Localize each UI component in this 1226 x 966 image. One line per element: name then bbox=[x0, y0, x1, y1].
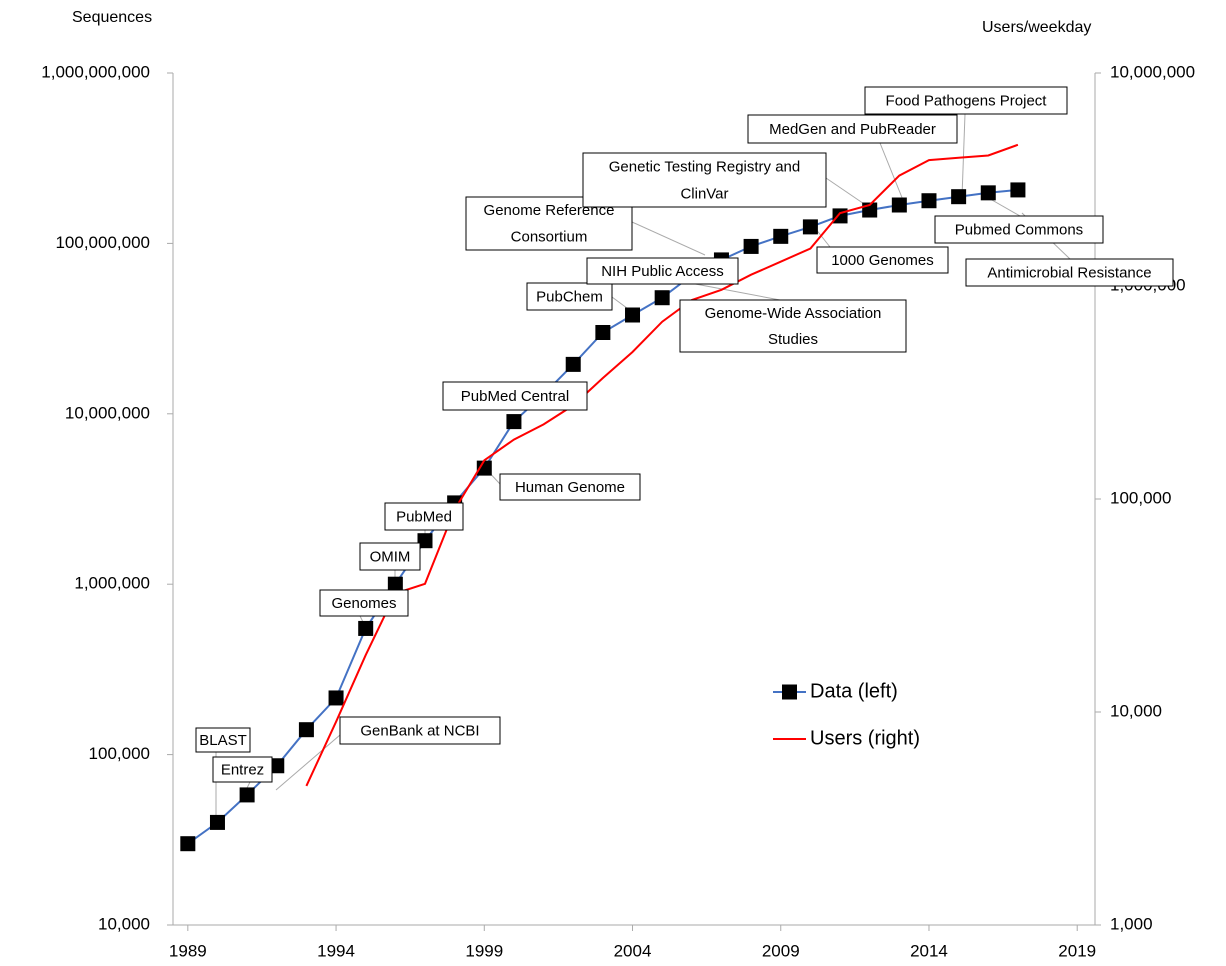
y-tick-label: 10,000,000 bbox=[65, 403, 150, 422]
annotation-box bbox=[319, 589, 409, 617]
annotation-text: Entrez bbox=[221, 761, 264, 778]
annotation-text: PubMed bbox=[396, 508, 452, 525]
annotation-leader bbox=[961, 113, 966, 198]
annotation-text: OMIM bbox=[370, 548, 411, 565]
y2-tick-label: 10,000 bbox=[1110, 701, 1162, 720]
data-marker bbox=[209, 814, 225, 830]
annotation-box bbox=[679, 299, 907, 353]
annotation-text: Consortium bbox=[511, 229, 588, 246]
annotation-box bbox=[195, 727, 251, 753]
data-marker bbox=[773, 228, 789, 244]
y-tick-label: 1,000,000,000 bbox=[41, 62, 150, 81]
data-marker bbox=[921, 193, 937, 209]
data-marker bbox=[387, 576, 403, 592]
annotation-box bbox=[359, 542, 421, 571]
x-tick-label: 1989 bbox=[169, 941, 207, 960]
annotation-box bbox=[212, 756, 273, 783]
data-marker bbox=[298, 722, 314, 738]
annotation-box bbox=[816, 246, 949, 274]
data-marker bbox=[328, 690, 344, 706]
annotation-box bbox=[934, 215, 1104, 244]
x-tick-label: 2014 bbox=[910, 941, 948, 960]
y-tick-label: 100,000,000 bbox=[55, 233, 150, 252]
y2-tick-label: 10,000,000 bbox=[1110, 62, 1195, 81]
annotation-text: NIH Public Access bbox=[601, 263, 724, 280]
annotation-text: Human Genome bbox=[515, 479, 625, 496]
annotation-text: Genomes bbox=[331, 595, 396, 612]
y-axis-title: Sequences bbox=[72, 9, 152, 26]
annotation-text: MedGen and PubReader bbox=[769, 121, 936, 138]
annotation-leader bbox=[631, 221, 706, 256]
data-marker bbox=[269, 758, 285, 774]
data-marker bbox=[802, 219, 818, 235]
y2-tick-label: 100,000 bbox=[1110, 488, 1171, 507]
annotation-text: GenBank at NCBI bbox=[360, 722, 479, 739]
legend-marker bbox=[782, 684, 797, 700]
legend-label: Data (left) bbox=[810, 680, 898, 702]
annotation-text: PubMed Central bbox=[461, 388, 569, 405]
data-marker bbox=[476, 460, 492, 476]
data-marker bbox=[180, 836, 196, 852]
x-tick-label: 2019 bbox=[1058, 941, 1096, 960]
annotation-text: PubChem bbox=[536, 288, 603, 305]
data-marker bbox=[743, 238, 759, 254]
annotation-box bbox=[442, 381, 588, 411]
annotation-box bbox=[384, 502, 464, 531]
annotation-leader bbox=[879, 142, 906, 206]
annotation-text: Studies bbox=[768, 331, 818, 348]
annotation-text: Genome Reference bbox=[484, 202, 615, 219]
legend-label: Users (right) bbox=[810, 727, 920, 749]
data-marker bbox=[506, 414, 522, 430]
data-marker bbox=[417, 533, 433, 549]
series-line bbox=[305, 143, 1019, 787]
x-tick-label: 1994 bbox=[317, 941, 355, 960]
data-marker bbox=[595, 324, 611, 340]
annotation-text: Antimicrobial Resistance bbox=[987, 264, 1151, 281]
annotation-box bbox=[582, 152, 827, 208]
annotation-box bbox=[499, 473, 641, 501]
y2-axis-title: Users/weekday bbox=[982, 19, 1091, 36]
annotation-box bbox=[864, 86, 1068, 115]
x-tick-label: 1999 bbox=[465, 941, 503, 960]
annotation-text: 1000 Genomes bbox=[831, 252, 934, 269]
y2-tick-label: 1,000 bbox=[1110, 914, 1153, 933]
y-tick-label: 100,000 bbox=[89, 744, 150, 763]
annotation-text: BLAST bbox=[199, 732, 247, 749]
data-marker bbox=[951, 189, 967, 205]
annotation-text: Genetic Testing Registry and bbox=[609, 158, 801, 175]
annotation-box bbox=[526, 282, 613, 311]
x-tick-label: 2009 bbox=[762, 941, 800, 960]
data-marker bbox=[358, 620, 374, 636]
y-tick-label: 10,000 bbox=[98, 914, 150, 933]
y-tick-label: 1,000,000 bbox=[74, 574, 150, 593]
annotation-box bbox=[339, 716, 501, 745]
data-marker bbox=[1010, 182, 1026, 198]
data-marker bbox=[239, 787, 255, 803]
data-marker bbox=[625, 307, 641, 323]
data-marker bbox=[565, 356, 581, 372]
annotation-leader bbox=[275, 734, 341, 791]
data-marker bbox=[891, 197, 907, 213]
annotation-box bbox=[965, 258, 1174, 287]
data-marker bbox=[654, 290, 670, 306]
annotation-text: Food Pathogens Project bbox=[886, 92, 1048, 109]
annotation-text: Genome-Wide Association bbox=[705, 305, 882, 322]
x-tick-label: 2004 bbox=[614, 941, 652, 960]
annotation-text: Pubmed Commons bbox=[955, 221, 1083, 238]
annotation-text: ClinVar bbox=[680, 185, 728, 202]
annotation-box bbox=[586, 257, 739, 285]
data-marker bbox=[980, 185, 996, 201]
annotation-box bbox=[747, 114, 958, 144]
